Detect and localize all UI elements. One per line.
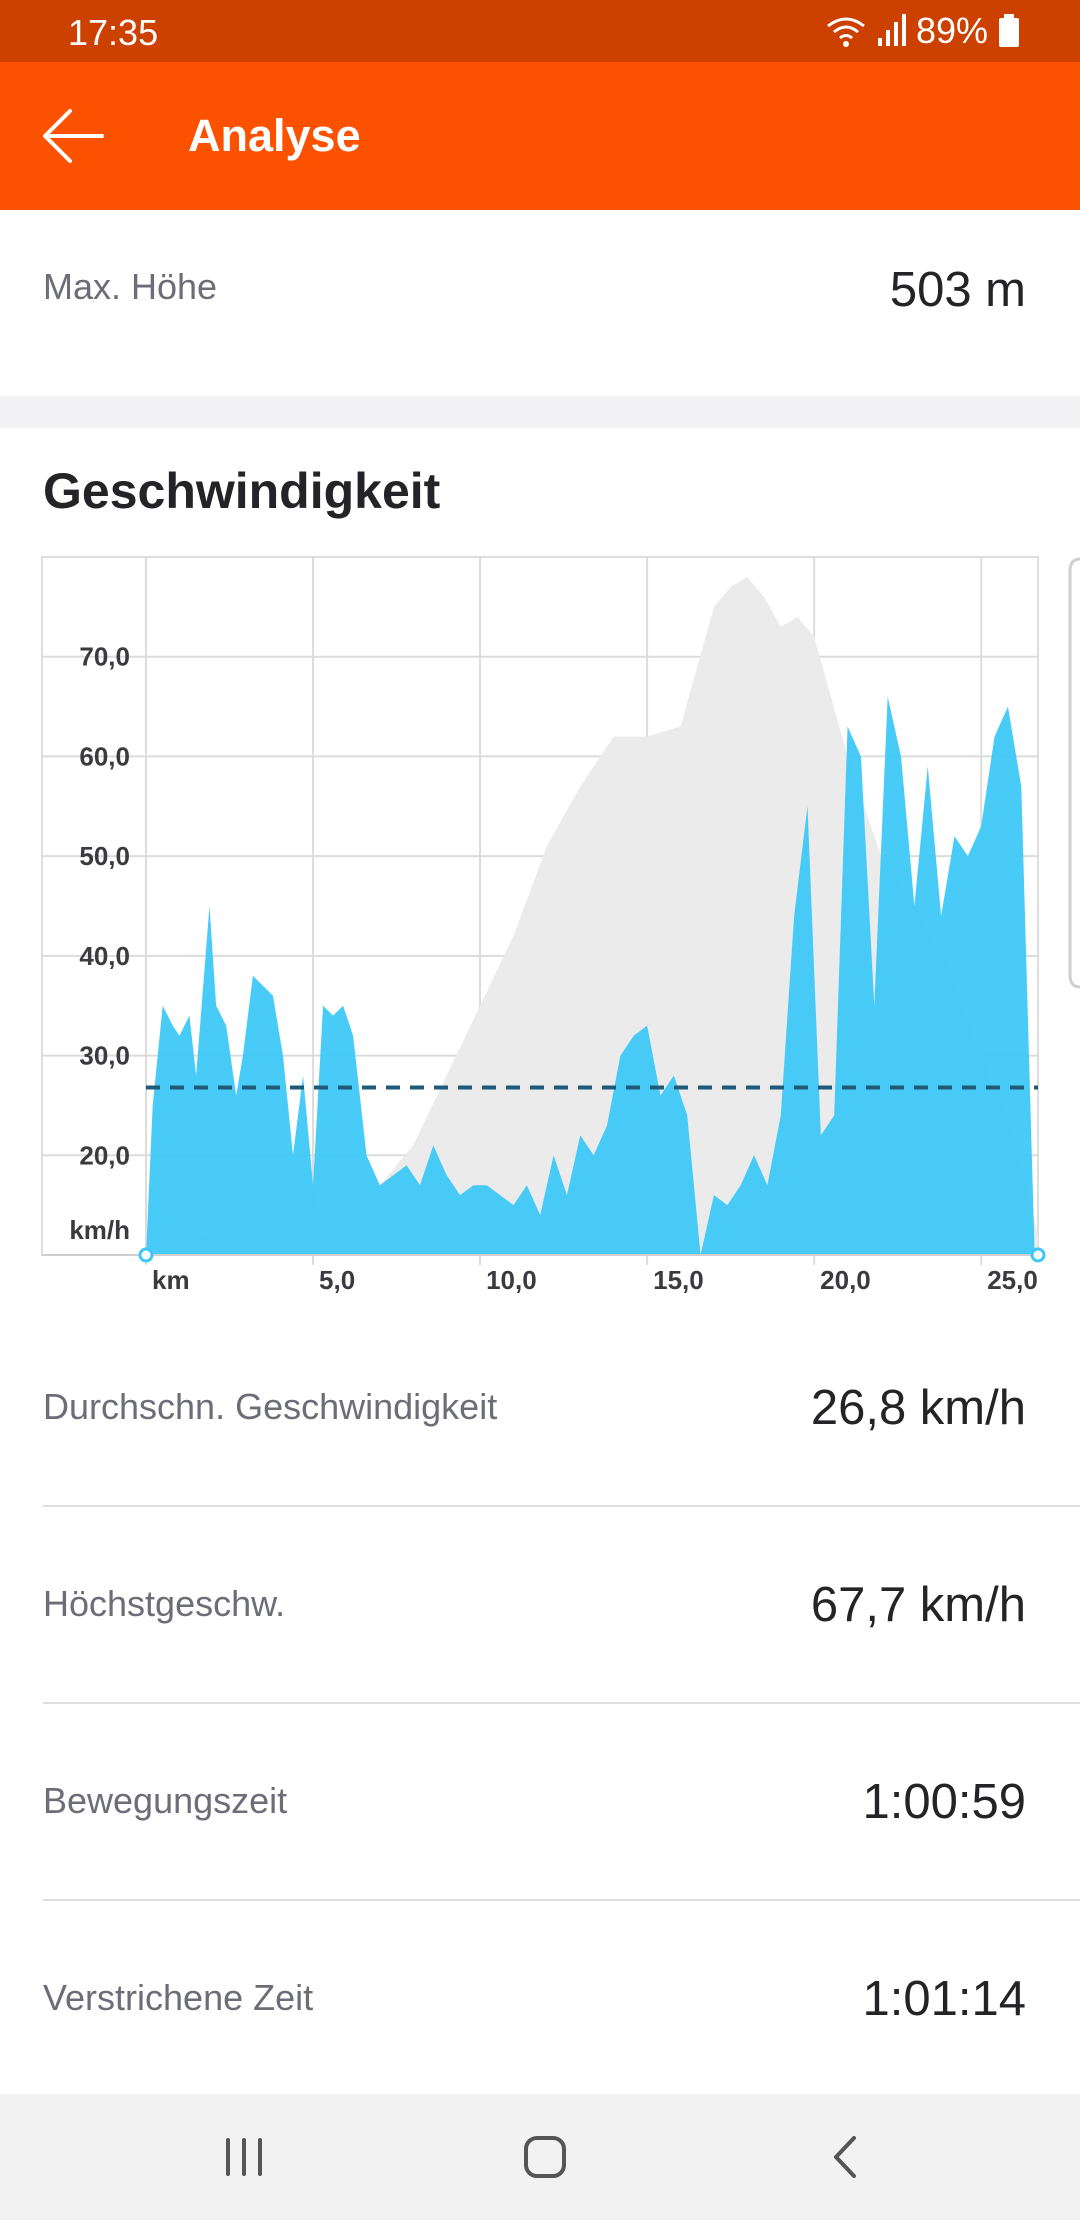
y-unit-label: km/h bbox=[69, 1215, 130, 1245]
start-marker bbox=[138, 1247, 154, 1263]
divider bbox=[43, 1505, 1080, 1507]
home-icon bbox=[524, 2136, 566, 2178]
speed-chart-svg: 20,0 30,0 40,0 50,0 60,0 70,0 km/h km 5,0 10,0 15,… bbox=[41, 556, 1080, 1295]
status-bar: 17:35 89% bbox=[0, 0, 1080, 62]
chevron-left-icon bbox=[834, 2136, 856, 2178]
max-speed-row: Höchstgeschw. 67,7 km/h bbox=[0, 1507, 1080, 1702]
back-button[interactable] bbox=[30, 100, 120, 172]
x-tick-label: 10,0 bbox=[486, 1265, 537, 1295]
speed-chart[interactable]: 20,0 30,0 40,0 50,0 60,0 70,0 km/h km 5,0 10,0 15,… bbox=[0, 555, 1080, 1310]
home-button[interactable] bbox=[505, 2124, 585, 2190]
max-speed-value: 67,7 km/h bbox=[810, 1578, 1026, 1632]
system-nav-bar bbox=[0, 2094, 1080, 2220]
end-marker bbox=[1030, 1247, 1046, 1263]
scroll-hint-edge bbox=[1068, 557, 1080, 989]
avg-speed-value: 26,8 km/h bbox=[810, 1381, 1026, 1435]
avg-speed-row: Durchschn. Geschwindigkeit 26,8 km/h bbox=[0, 1310, 1080, 1505]
elapsed-time-row: Verstrichene Zeit 1:01:14 bbox=[0, 1901, 1080, 2094]
x-tick-label: 25,0 bbox=[987, 1265, 1038, 1295]
app-bar: Analyse bbox=[0, 62, 1080, 210]
status-icons: 89% bbox=[826, 10, 1020, 52]
y-tick-label: 70,0 bbox=[79, 642, 130, 672]
divider bbox=[43, 1702, 1080, 1704]
moving-time-value: 1:00:59 bbox=[862, 1775, 1027, 1829]
moving-time-label: Bewegungszeit bbox=[43, 1780, 288, 1821]
x-tick-label: 5,0 bbox=[319, 1265, 355, 1295]
max-elevation-label: Max. Höhe bbox=[43, 266, 218, 307]
elapsed-time-value: 1:01:14 bbox=[862, 1972, 1027, 2026]
recent-apps-button[interactable] bbox=[204, 2124, 284, 2190]
y-tick-label: 30,0 bbox=[79, 1041, 130, 1071]
section-title: Geschwindigkeit bbox=[43, 463, 441, 519]
x-unit-label: km bbox=[152, 1265, 190, 1295]
page-title: Analyse bbox=[188, 110, 361, 161]
max-speed-label: Höchstgeschw. bbox=[43, 1583, 286, 1624]
y-tick-label: 40,0 bbox=[79, 941, 130, 971]
y-tick-label: 20,0 bbox=[79, 1140, 130, 1170]
arrow-left-icon bbox=[43, 109, 104, 163]
y-tick-label: 50,0 bbox=[79, 841, 130, 871]
back-nav-button[interactable] bbox=[806, 2124, 886, 2190]
battery-icon bbox=[999, 14, 1019, 47]
recent-apps-icon bbox=[226, 2138, 262, 2176]
x-tick-label: 15,0 bbox=[653, 1265, 704, 1295]
moving-time-row: Bewegungszeit 1:00:59 bbox=[0, 1704, 1080, 1899]
y-tick-label: 60,0 bbox=[79, 741, 130, 771]
signal-icon bbox=[877, 14, 906, 46]
section-separator bbox=[0, 396, 1080, 428]
x-tick-label: 20,0 bbox=[820, 1265, 871, 1295]
elapsed-time-label: Verstrichene Zeit bbox=[43, 1977, 314, 2018]
divider bbox=[43, 1899, 1080, 1901]
battery-percent: 89% bbox=[915, 10, 988, 51]
wifi-icon bbox=[827, 17, 865, 47]
status-time: 17:35 bbox=[68, 12, 159, 53]
max-elevation-value: 503 m bbox=[889, 263, 1026, 317]
avg-speed-label: Durchschn. Geschwindigkeit bbox=[43, 1386, 498, 1427]
max-elevation-row: Max. Höhe 503 m bbox=[0, 210, 1080, 396]
speed-area bbox=[146, 696, 1035, 1255]
